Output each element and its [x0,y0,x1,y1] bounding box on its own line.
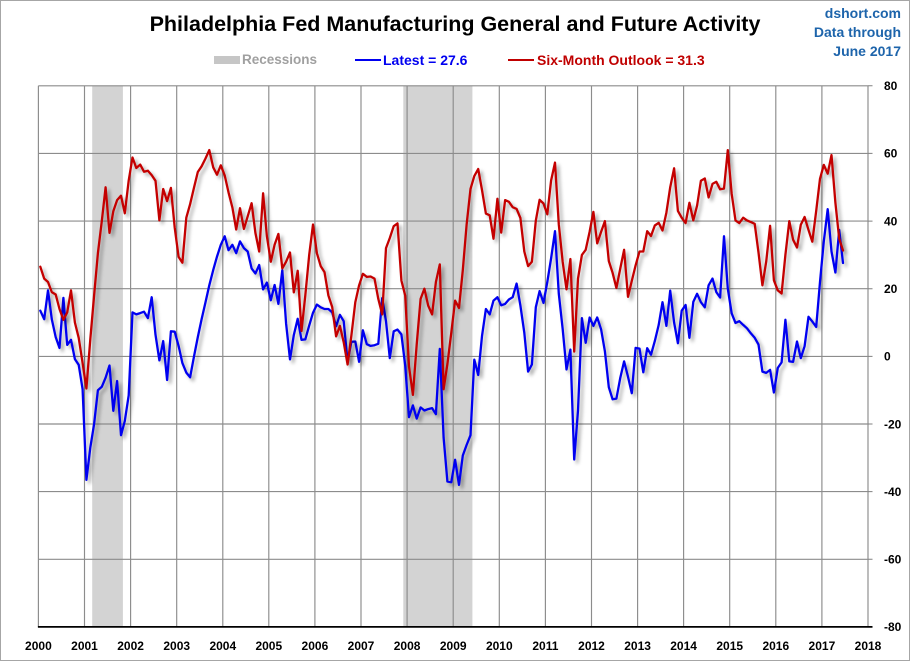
svg-text:2010: 2010 [486,639,513,653]
svg-text:-60: -60 [884,553,902,567]
svg-text:2014: 2014 [670,639,697,653]
svg-text:-80: -80 [884,620,902,634]
svg-text:2008: 2008 [394,639,421,653]
svg-text:2006: 2006 [302,639,329,653]
svg-text:2001: 2001 [71,639,98,653]
svg-text:20: 20 [884,282,898,296]
svg-text:2013: 2013 [624,639,651,653]
svg-text:2016: 2016 [762,639,789,653]
svg-text:2003: 2003 [163,639,190,653]
svg-text:2015: 2015 [716,639,743,653]
svg-text:2002: 2002 [117,639,144,653]
svg-text:2012: 2012 [578,639,605,653]
svg-text:2000: 2000 [25,639,52,653]
svg-text:60: 60 [884,147,898,161]
svg-text:2004: 2004 [209,639,236,653]
svg-text:2009: 2009 [440,639,467,653]
svg-text:40: 40 [884,214,898,228]
svg-text:0: 0 [884,350,891,364]
svg-text:2018: 2018 [855,639,882,653]
svg-text:2017: 2017 [809,639,836,653]
svg-text:80: 80 [884,79,898,93]
svg-text:-20: -20 [884,417,902,431]
svg-text:2007: 2007 [348,639,375,653]
svg-text:2011: 2011 [532,639,558,653]
svg-text:2005: 2005 [255,639,282,653]
svg-text:-40: -40 [884,485,902,499]
